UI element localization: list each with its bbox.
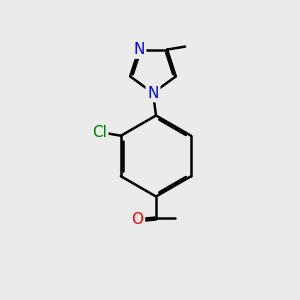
Text: O: O xyxy=(131,212,143,226)
Text: N: N xyxy=(147,85,159,100)
Text: Cl: Cl xyxy=(92,125,107,140)
Text: N: N xyxy=(133,42,145,57)
